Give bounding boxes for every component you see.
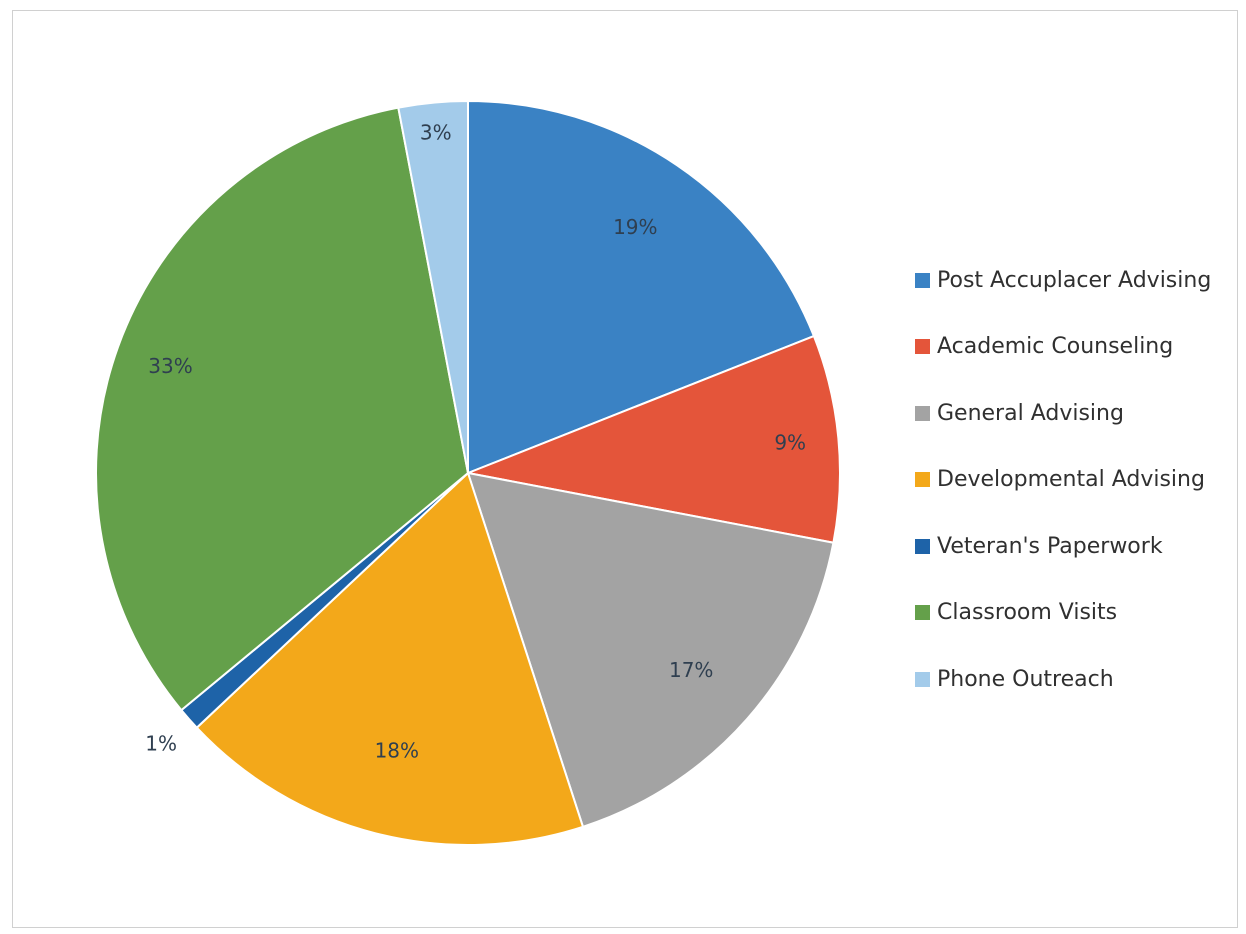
data-label-general-advising: 17% [669, 658, 713, 682]
pie-slice-classroom-visits [95, 106, 470, 712]
pie-slice-academic-counseling [464, 334, 841, 544]
chart-legend: Post Accuplacer Advising Academic Counsel… [915, 247, 1211, 713]
legend-swatch [915, 472, 930, 488]
legend-label: Post Accuplacer Advising [937, 267, 1212, 293]
legend-item-general-advising: General Advising [915, 380, 1211, 447]
pie-slice-post-accuplacer-advising [467, 99, 816, 475]
legend-item-phone-outreach: Phone Outreach [915, 646, 1211, 713]
pie-slice-phone-outreach [397, 99, 469, 474]
legend-item-classroom-visits: Classroom Visits [915, 580, 1211, 647]
data-label-developmental-advising: 18% [375, 738, 419, 762]
legend-label: Academic Counseling [937, 334, 1174, 360]
data-label-classroom-visits: 33% [148, 354, 192, 378]
legend-label: Veteran's Paperwork [937, 533, 1163, 559]
legend-item-academic-counseling: Academic Counseling [915, 314, 1211, 381]
data-label-veteran-s-paperwork: 1% [145, 732, 177, 756]
legend-item-developmental-advising: Developmental Advising [915, 447, 1211, 514]
data-label-phone-outreach: 3% [420, 120, 452, 144]
pie-slice-developmental-advising [195, 471, 585, 846]
legend-label: General Advising [937, 400, 1124, 426]
data-label-academic-counseling: 9% [774, 431, 806, 455]
legend-item-veteran-s-paperwork: Veteran's Paperwork [915, 513, 1211, 580]
legend-swatch [915, 671, 930, 687]
legend-swatch [915, 405, 930, 421]
legend-label: Phone Outreach [937, 666, 1114, 692]
legend-swatch [915, 538, 930, 554]
legend-item-post-accuplacer-advising: Post Accuplacer Advising [915, 247, 1211, 314]
data-label-post-accuplacer-advising: 19% [613, 215, 657, 239]
pie-slice-general-advising [466, 471, 835, 829]
legend-swatch [915, 605, 930, 621]
legend-label: Classroom Visits [937, 600, 1118, 626]
legend-swatch [915, 339, 930, 355]
legend-swatch [915, 272, 930, 288]
legend-label: Developmental Advising [937, 467, 1205, 493]
